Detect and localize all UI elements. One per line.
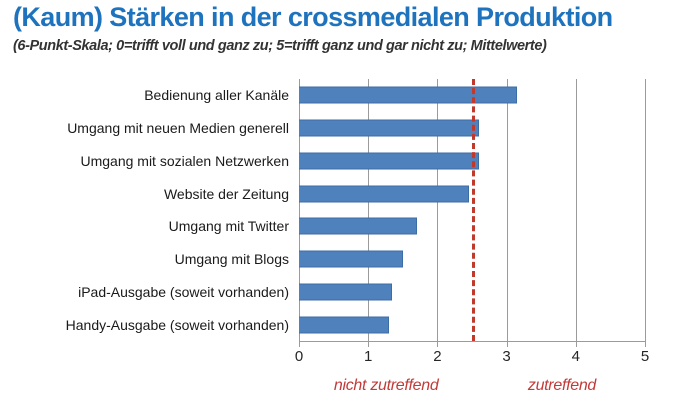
bar-track	[299, 112, 645, 145]
bar-row: iPad-Ausgabe (soweit vorhanden)	[0, 276, 645, 309]
gridline	[368, 79, 370, 341]
axis-tick-mark	[437, 341, 439, 347]
x-axis-tick-labels: 0 1 2 3 4 5	[295, 348, 649, 368]
bar-row: Umgang mit neuen Medien generell	[0, 112, 645, 145]
bar-row: Website der Zeitung	[0, 177, 645, 210]
category-label: Website der Zeitung	[163, 185, 289, 202]
x-tick-label: 4	[571, 348, 580, 365]
x-tick-label: 5	[640, 348, 650, 365]
bar-row: Umgang mit Twitter	[0, 210, 645, 243]
bar-row: Umgang mit sozialen Netzwerken	[0, 145, 645, 178]
plot-area	[299, 79, 646, 347]
bar-track	[299, 79, 645, 112]
bar	[299, 283, 393, 301]
bar	[299, 152, 479, 170]
axis-tick-mark	[575, 341, 577, 347]
bar-track	[299, 276, 645, 309]
category-label: Handy-Ausgabe (soweit vorhanden)	[65, 316, 289, 333]
gridline	[299, 79, 300, 341]
x-tick-label: 2	[433, 348, 442, 365]
gridline	[575, 79, 577, 341]
category-label: iPad-Ausgabe (soweit vorhanden)	[78, 283, 289, 300]
category-label: Umgang mit Blogs	[174, 251, 289, 268]
axis-caption: zutreffend	[527, 377, 597, 394]
gridline	[506, 79, 508, 341]
category-label: Bedienung aller Kanäle	[144, 87, 289, 104]
chart-title: (Kaum) Stärken in der crossmedialen Prod…	[13, 2, 613, 32]
bar-track	[299, 145, 645, 178]
bar	[299, 119, 479, 137]
bar	[299, 250, 403, 268]
bar-track	[299, 210, 645, 243]
chart-rows: Bedienung aller Kanäle Umgang mit neuen M…	[0, 79, 645, 341]
axis-tick-mark	[506, 341, 508, 347]
bar-row: Bedienung aller Kanäle	[0, 79, 645, 112]
gridline	[437, 79, 439, 341]
bar-track	[299, 308, 645, 341]
axis-tick-mark	[645, 341, 646, 347]
category-label: Umgang mit neuen Medien generell	[67, 120, 289, 137]
category-label: Umgang mit sozialen Netzwerken	[80, 152, 289, 169]
bar	[299, 316, 389, 334]
bar-row: Handy-Ausgabe (soweit vorhanden)	[0, 308, 645, 341]
x-tick-label: 1	[364, 348, 373, 365]
chart-subtitle: (6-Punkt-Skala; 0=trifft voll und ganz z…	[13, 38, 547, 54]
x-tick-label: 0	[294, 348, 304, 365]
gridline	[645, 79, 646, 341]
axis-tick-mark	[299, 341, 300, 347]
x-tick-label: 3	[502, 348, 511, 365]
category-label: Umgang mit Twitter	[168, 218, 289, 235]
axis-tick-mark	[368, 341, 370, 347]
axis-caption: nicht zutreffend	[333, 377, 439, 394]
x-axis-captions: nicht zutreffend zutreffend	[299, 377, 645, 399]
bar-row: Umgang mit Blogs	[0, 243, 645, 276]
bar	[299, 217, 417, 235]
bar-track	[299, 177, 645, 210]
bar	[299, 86, 517, 104]
bar-track	[299, 243, 645, 276]
bar	[299, 185, 469, 203]
